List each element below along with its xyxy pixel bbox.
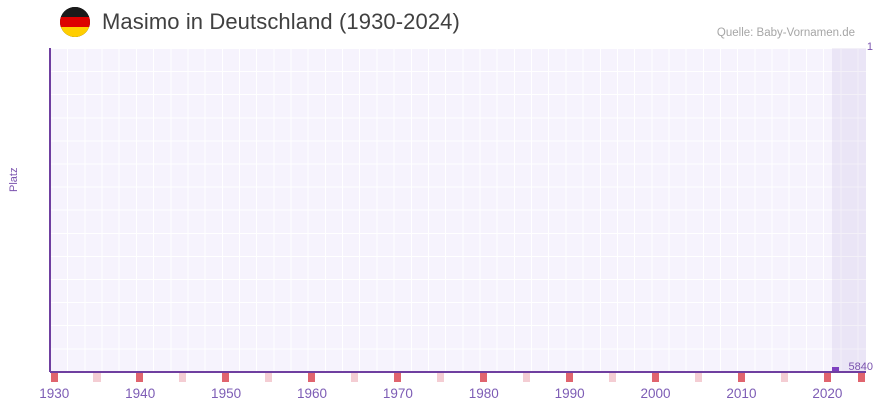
year-marker — [265, 373, 273, 382]
year-marker — [608, 373, 616, 382]
x-axis-tick-1950: 1950 — [211, 386, 242, 401]
year-marker — [93, 373, 101, 382]
year-marker — [857, 373, 865, 382]
year-marker — [522, 373, 530, 382]
x-axis-tick-1970: 1970 — [382, 386, 413, 401]
x-axis-tick-1930: 1930 — [39, 386, 70, 401]
x-axis-line — [50, 371, 866, 373]
year-marker — [308, 373, 316, 382]
year-marker — [222, 373, 230, 382]
year-marker — [50, 373, 58, 382]
y-axis-line — [49, 48, 51, 372]
grid-lines — [50, 48, 866, 372]
year-marker — [136, 373, 144, 382]
flag-band-red — [60, 17, 90, 27]
year-marker — [737, 373, 745, 382]
x-axis-tick-1990: 1990 — [554, 386, 585, 401]
x-axis-tick-1940: 1940 — [125, 386, 156, 401]
year-marker — [394, 373, 402, 382]
year-marker — [780, 373, 788, 382]
year-marker — [351, 373, 359, 382]
plot-area — [50, 48, 866, 372]
y-axis-tick-bottom: 5840 — [848, 361, 873, 373]
year-marker — [694, 373, 702, 382]
year-marker — [651, 373, 659, 382]
page-title: Masimo in Deutschland (1930-2024) — [102, 9, 460, 34]
y-axis-tick-top: 1 — [866, 41, 873, 53]
forecast-shaded-region — [831, 48, 866, 372]
x-axis-tick-2020: 2020 — [812, 386, 843, 401]
year-marker — [823, 373, 831, 382]
x-axis-tick-1980: 1980 — [468, 386, 499, 401]
data-bar — [832, 367, 840, 372]
y-axis-title: Platz — [8, 167, 20, 192]
year-marker — [437, 373, 445, 382]
chart-header: Masimo in Deutschland (1930-2024) Quelle… — [0, 0, 873, 42]
year-marker — [179, 373, 187, 382]
german-flag-icon — [60, 7, 90, 37]
x-axis-tick-2010: 2010 — [726, 386, 757, 401]
source-attribution: Quelle: Baby-Vornamen.de — [716, 27, 855, 39]
x-axis-tick-1960: 1960 — [296, 386, 327, 401]
year-marker — [565, 373, 573, 382]
x-axis-tick-2000: 2000 — [640, 386, 671, 401]
flag-band-black — [60, 7, 90, 17]
flag-band-gold — [60, 27, 90, 37]
year-marker — [479, 373, 488, 382]
